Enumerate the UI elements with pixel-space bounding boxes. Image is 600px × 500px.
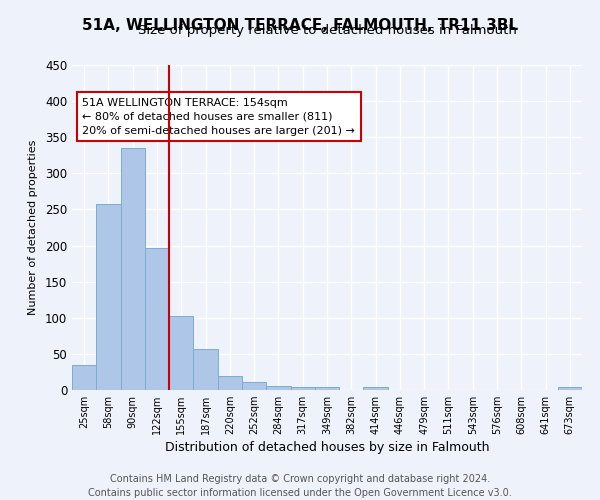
Bar [266,386,290,390]
Bar [290,387,315,390]
Bar [193,349,218,390]
Bar [96,204,121,390]
Bar [558,387,582,390]
Bar [121,148,145,390]
X-axis label: Distribution of detached houses by size in Falmouth: Distribution of detached houses by size … [165,442,489,454]
Bar [242,382,266,390]
Bar [72,364,96,390]
Bar [364,387,388,390]
Y-axis label: Number of detached properties: Number of detached properties [28,140,38,315]
Bar [145,248,169,390]
Title: Size of property relative to detached houses in Falmouth: Size of property relative to detached ho… [137,24,517,38]
Bar [315,387,339,390]
Bar [169,316,193,390]
Text: 51A WELLINGTON TERRACE: 154sqm
← 80% of detached houses are smaller (811)
20% of: 51A WELLINGTON TERRACE: 154sqm ← 80% of … [82,98,355,136]
Text: Contains HM Land Registry data © Crown copyright and database right 2024.
Contai: Contains HM Land Registry data © Crown c… [88,474,512,498]
Text: 51A, WELLINGTON TERRACE, FALMOUTH, TR11 3BL: 51A, WELLINGTON TERRACE, FALMOUTH, TR11 … [82,18,518,32]
Bar [218,376,242,390]
